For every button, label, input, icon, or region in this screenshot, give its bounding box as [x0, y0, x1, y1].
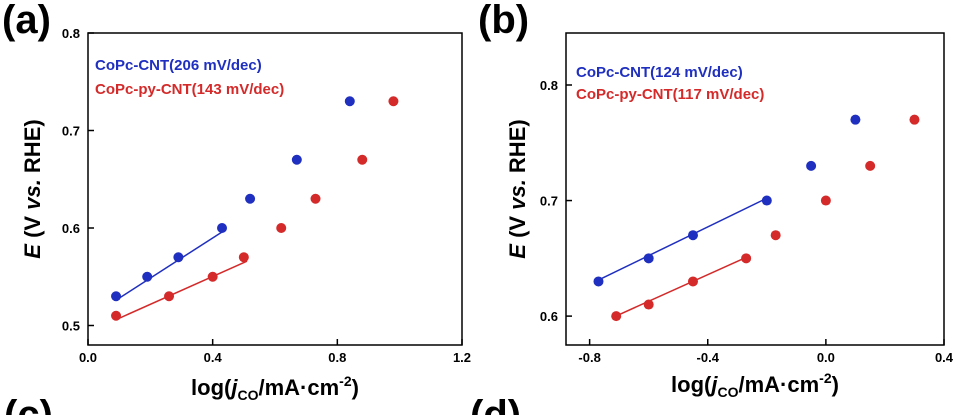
chart-panel-a: 0.5 0.6 0.7 0.8 0.0 0.4 0.8 1.2 CoPc-CNT(206 m…	[20, 26, 471, 403]
x-axis-title-a: log(jCO/mA·cm-2)	[191, 373, 359, 403]
x-axis-a: 0.0 0.4 0.8 1.2	[79, 339, 471, 365]
y-tick-label-b: 0.8	[540, 78, 558, 93]
fit-line-b-blue	[595, 197, 768, 283]
data-point-b-blue	[806, 160, 817, 171]
panel-label-a: (a)	[2, 0, 51, 42]
data-point-a-red	[388, 96, 399, 107]
x-tick-label-b: -0.4	[697, 350, 720, 365]
x-tick-label-a: 1.2	[453, 350, 471, 365]
data-point-a-red	[310, 193, 321, 204]
y-tick-label-a: 0.5	[62, 319, 80, 334]
data-point-a-red	[207, 271, 218, 282]
data-point-a-red	[276, 223, 287, 233]
y-axis-title-b: E (V vs. RHE)	[505, 119, 530, 258]
fit-line-a-blue	[115, 229, 226, 301]
y-axis-b: 0.6 0.7 0.8	[540, 78, 572, 324]
data-points-a	[111, 96, 399, 321]
plot-frame-a	[87, 32, 463, 346]
x-tick-label-b: 0.4	[935, 350, 954, 365]
fit-line-b-red	[612, 255, 750, 318]
data-point-a-blue	[142, 271, 153, 282]
partial-label-d-clip: (d)	[470, 393, 521, 415]
x-tick-label-a: 0.0	[79, 350, 97, 365]
x-axis-b: -0.8 -0.4 0.0 0.4	[578, 339, 954, 365]
data-point-a-blue	[291, 154, 302, 165]
data-point-a-blue	[111, 291, 122, 302]
partial-label-c: (c)	[4, 393, 53, 415]
legend-entry-b-blue: CoPc-CNT(124 mV/dec)	[576, 64, 743, 81]
legend-entry-b-red: CoPc-py-CNT(117 mV/dec)	[576, 86, 764, 103]
data-points-b	[593, 114, 920, 322]
data-point-a-red	[357, 154, 368, 165]
data-point-b-red	[865, 160, 876, 171]
data-point-b-red	[611, 311, 622, 322]
y-tick-label-a: 0.6	[62, 221, 80, 236]
data-point-b-blue	[593, 276, 604, 287]
plot-frame-b	[565, 32, 945, 346]
x-axis-title-b: log(jCO/mA·cm-2)	[671, 370, 839, 400]
y-tick-label-a: 0.7	[62, 124, 80, 139]
legend-entry-a-blue: CoPc-CNT(206 mV/dec)	[95, 57, 262, 74]
data-point-b-blue	[761, 195, 772, 206]
data-point-a-red	[238, 252, 249, 263]
data-point-a-blue	[217, 223, 228, 233]
data-point-a-blue	[173, 252, 184, 263]
data-point-b-blue	[643, 253, 654, 264]
data-point-b-red	[820, 195, 831, 206]
panel-label-b: (b)	[478, 0, 529, 42]
x-tick-label-b: -0.8	[578, 350, 600, 365]
data-point-b-red	[909, 114, 920, 125]
y-tick-label-b: 0.6	[540, 309, 558, 324]
y-tick-label-b: 0.7	[540, 194, 558, 209]
data-point-a-red	[111, 310, 122, 321]
fit-lines-a	[115, 229, 248, 321]
partial-label-c-clip: (c)	[4, 393, 53, 415]
legend-entry-a-red: CoPc-py-CNT(143 mV/dec)	[95, 81, 284, 98]
data-point-b-red	[643, 299, 654, 310]
data-point-b-blue	[687, 230, 698, 241]
x-tick-label-a: 0.4	[204, 350, 223, 365]
data-point-b-red	[741, 253, 752, 264]
y-tick-label-a: 0.8	[62, 26, 80, 41]
data-point-a-blue	[245, 193, 256, 204]
data-point-b-blue	[850, 114, 861, 125]
partial-label-d: (d)	[470, 393, 521, 415]
x-tick-label-a: 0.8	[328, 350, 346, 365]
fit-lines-b	[595, 197, 768, 318]
chart-panel-b: 0.6 0.7 0.8 -0.8 -0.4 0.0 0.4 CoPc-CNT(124 mV…	[505, 32, 954, 400]
fit-line-a-red	[115, 260, 248, 321]
y-axis-a: 0.5 0.6 0.7 0.8	[62, 26, 94, 334]
data-point-a-blue	[344, 96, 355, 107]
y-axis-title-a: E (V vs. RHE)	[20, 119, 45, 258]
data-point-a-red	[164, 291, 175, 302]
data-point-b-red	[687, 276, 698, 287]
x-tick-label-b: 0.0	[817, 350, 835, 365]
data-point-b-red	[770, 230, 781, 241]
